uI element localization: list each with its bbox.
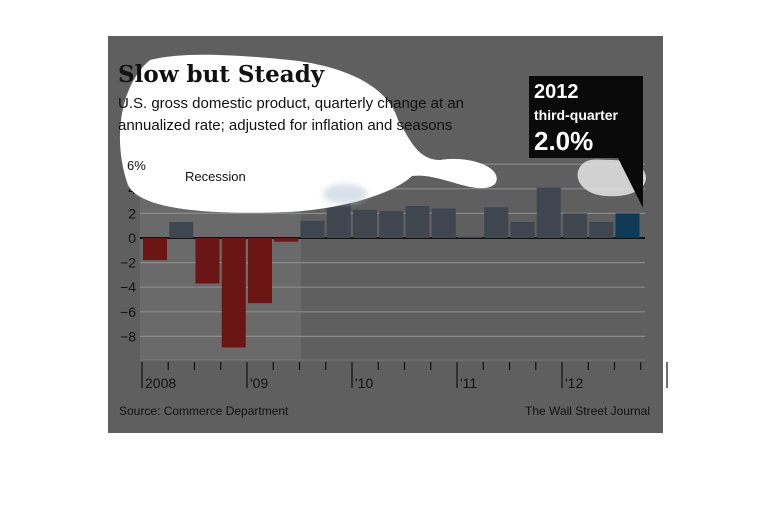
bar (195, 238, 220, 284)
x-year-label: '10 (355, 375, 373, 391)
x-year-label: 2008 (145, 375, 176, 391)
recession-label: Recession (185, 169, 246, 184)
bar (379, 210, 404, 238)
bar (536, 187, 561, 238)
callout-year: 2012 (534, 81, 579, 103)
y-tick-label: −4 (120, 279, 136, 295)
x-year-label: '09 (250, 375, 268, 391)
bars (143, 187, 640, 348)
bar (221, 238, 246, 348)
bar (169, 222, 194, 238)
x-axis: 2008 '09 '10 '11 '12 (140, 359, 668, 391)
bar (563, 213, 587, 238)
y-tick-label: −8 (120, 328, 136, 344)
chart-title: Slow but Steady (118, 61, 325, 88)
bar (300, 220, 325, 238)
chart-subtitle-line1: U.S. gross domestic product, quarterly c… (118, 95, 464, 112)
y-tick-label: 2 (128, 205, 136, 221)
callout-value: 2.0% (534, 126, 593, 156)
x-year-label: '12 (565, 375, 583, 391)
annotation-blob (119, 54, 497, 213)
bar (248, 238, 272, 304)
callout-pointer (618, 158, 643, 208)
publisher-credit: The Wall Street Journal (525, 404, 650, 418)
bar (484, 207, 509, 238)
bar (353, 209, 377, 238)
bar (431, 208, 456, 238)
y-tick-label: 0 (128, 230, 136, 246)
y-tick-label: −6 (120, 304, 136, 320)
bar (143, 238, 167, 261)
bar (458, 236, 482, 238)
y-top-tick-label: 6% (127, 158, 146, 173)
x-year-label: '11 (460, 375, 477, 391)
y-tick-label: −2 (120, 255, 136, 271)
bar (405, 206, 430, 238)
chart-subtitle-line2: annualized rate; adjusted for inflation … (118, 117, 452, 134)
source-note: Source: Commerce Department (119, 404, 289, 418)
annotation-smudge (323, 184, 367, 204)
bar (615, 213, 640, 238)
bar (589, 222, 614, 238)
callout-label: third-quarter (534, 107, 619, 123)
callout-box (529, 76, 643, 158)
bar (274, 238, 299, 242)
bar (510, 222, 535, 238)
